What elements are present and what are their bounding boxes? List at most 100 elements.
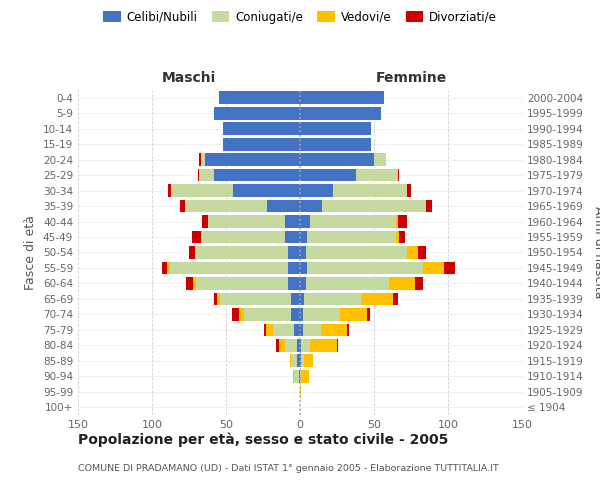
Bar (310, 215, 396, 228)
Bar (300, 277, 306, 290)
Bar (218, 92, 300, 104)
Bar (168, 184, 171, 197)
Bar (415, 277, 423, 290)
Bar (180, 200, 185, 212)
Bar (266, 324, 274, 336)
Bar (201, 230, 202, 243)
Bar (347, 324, 349, 336)
Bar (300, 184, 332, 197)
Bar (300, 154, 374, 166)
Bar (322, 200, 426, 212)
Bar (340, 308, 367, 321)
Bar (356, 169, 398, 181)
Bar (300, 324, 303, 336)
Legend: Celibi/Nubili, Coniugati/e, Vedovi/e, Divorziati/e: Celibi/Nubili, Coniugati/e, Vedovi/e, Di… (98, 6, 502, 28)
Bar (321, 324, 347, 336)
Bar (195, 246, 196, 259)
Bar (189, 246, 195, 259)
Bar (361, 292, 393, 306)
Bar (233, 184, 300, 197)
Bar (186, 277, 193, 290)
Bar (300, 138, 371, 150)
Bar (196, 246, 288, 259)
Bar (398, 215, 407, 228)
Bar (407, 184, 411, 197)
Bar (300, 246, 306, 259)
Bar (300, 292, 304, 306)
Bar (426, 200, 432, 212)
Bar (274, 324, 294, 336)
Bar (310, 339, 337, 351)
Bar (214, 292, 217, 306)
Text: Popolazione per età, sesso e stato civile - 2005: Popolazione per età, sesso e stato civil… (78, 432, 448, 447)
Bar (223, 122, 300, 135)
Bar (307, 230, 396, 243)
Bar (398, 169, 399, 181)
Bar (265, 324, 266, 336)
Bar (291, 354, 297, 367)
Bar (268, 200, 300, 212)
Bar (300, 92, 385, 104)
Bar (374, 154, 386, 166)
Bar (196, 277, 288, 290)
Bar (300, 354, 301, 367)
Bar (232, 308, 239, 321)
Bar (300, 262, 307, 274)
Bar (288, 277, 300, 290)
Text: Maschi: Maschi (162, 70, 216, 85)
Bar (367, 308, 370, 321)
Bar (214, 107, 300, 120)
Bar (300, 230, 307, 243)
Bar (297, 354, 300, 367)
Bar (399, 230, 405, 243)
Bar (277, 339, 279, 351)
Bar (297, 339, 300, 351)
Bar (304, 292, 361, 306)
Text: COMUNE DI PRADAMANO (UD) - Dati ISTAT 1° gennaio 2005 - Elaborazione TUTTITALIA.: COMUNE DI PRADAMANO (UD) - Dati ISTAT 1°… (78, 464, 499, 473)
Bar (171, 184, 233, 197)
Bar (299, 370, 300, 382)
Bar (294, 324, 300, 336)
Bar (303, 308, 340, 321)
Y-axis label: Fasce di età: Fasce di età (25, 215, 37, 290)
Bar (332, 184, 407, 197)
Bar (291, 308, 300, 321)
Bar (223, 138, 300, 150)
Bar (307, 262, 423, 274)
Bar (300, 339, 301, 351)
Bar (443, 262, 455, 274)
Bar (293, 370, 294, 382)
Bar (300, 386, 301, 398)
Y-axis label: Anni di nascita: Anni di nascita (592, 206, 600, 298)
Bar (170, 262, 288, 274)
Bar (290, 354, 291, 367)
Bar (220, 292, 291, 306)
Bar (202, 215, 208, 228)
Bar (185, 200, 268, 212)
Bar (301, 354, 304, 367)
Bar (423, 262, 443, 274)
Bar (301, 339, 310, 351)
Bar (244, 308, 291, 321)
Bar (300, 308, 303, 321)
Bar (389, 277, 415, 290)
Bar (407, 246, 418, 259)
Bar (301, 370, 309, 382)
Bar (201, 154, 205, 166)
Bar (306, 246, 407, 259)
Bar (192, 230, 201, 243)
Bar (288, 246, 300, 259)
Bar (300, 200, 322, 212)
Bar (285, 339, 297, 351)
Bar (300, 215, 310, 228)
Bar (396, 215, 398, 228)
Bar (306, 277, 389, 290)
Bar (199, 169, 214, 181)
Bar (217, 292, 220, 306)
Bar (279, 339, 285, 351)
Bar (300, 122, 371, 135)
Bar (337, 339, 338, 351)
Bar (300, 107, 382, 120)
Bar (205, 154, 300, 166)
Bar (193, 277, 196, 290)
